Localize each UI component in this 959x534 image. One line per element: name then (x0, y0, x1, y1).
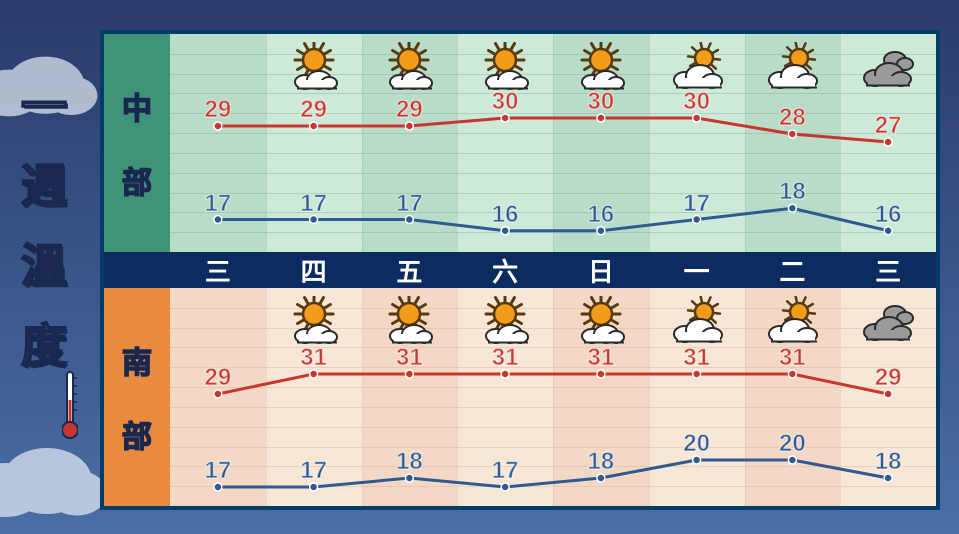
high-temp-value: 31 (300, 344, 327, 372)
day-label: 日 (553, 252, 649, 288)
low-temp-value: 18 (396, 448, 423, 476)
low-temp-value: 20 (683, 430, 710, 458)
day-label: 三 (170, 252, 266, 288)
region-label: 南部 (104, 288, 170, 506)
high-temp-value: 30 (683, 88, 710, 116)
sunny-icon (362, 292, 458, 350)
region-south: 南部 (104, 288, 936, 506)
day-label: 三 (840, 252, 936, 288)
day-label: 五 (362, 252, 458, 288)
low-temp-value: 20 (779, 430, 806, 458)
region-central: 中部 (104, 34, 936, 252)
thermometer-icon (62, 370, 78, 442)
high-temp-value: 29 (875, 364, 902, 392)
low-temp-value: 18 (588, 448, 615, 476)
low-temp-value: 18 (779, 178, 806, 206)
partly-icon (745, 292, 841, 350)
low-temp-value: 17 (396, 190, 423, 218)
high-temp-value: 29 (205, 364, 232, 392)
sunny-icon (266, 38, 362, 96)
empty-icon (170, 38, 266, 96)
sunny-icon (457, 292, 553, 350)
title-char-4: 度 (21, 310, 67, 376)
sunny-icon (266, 292, 362, 350)
partly-icon (745, 38, 841, 96)
low-temp-value: 17 (300, 190, 327, 218)
page-title: 一 週 溫 度 (18, 70, 70, 376)
high-temp-value: 30 (588, 88, 615, 116)
low-temp-value: 16 (588, 201, 615, 229)
low-temp-value: 18 (875, 448, 902, 476)
high-temp-value: 29 (205, 96, 232, 124)
high-temp-value: 31 (492, 344, 519, 372)
day-label: 一 (649, 252, 745, 288)
low-temp-value: 17 (205, 190, 232, 218)
low-temp-value: 16 (875, 201, 902, 229)
title-char-2: 週 (21, 150, 67, 216)
high-temp-value: 30 (492, 88, 519, 116)
days-row: 三四五六日一二三 (104, 252, 936, 288)
low-temp-value: 17 (683, 190, 710, 218)
high-temp-value: 31 (683, 344, 710, 372)
sunny-icon (362, 38, 458, 96)
partly-icon (649, 292, 745, 350)
high-temp-value: 29 (300, 96, 327, 124)
high-temp-value: 31 (588, 344, 615, 372)
day-label: 四 (266, 252, 362, 288)
weather-icons-row (170, 38, 936, 96)
low-temp-value: 17 (492, 457, 519, 485)
title-char-1: 一 (21, 70, 67, 136)
title-char-3: 溫 (21, 230, 67, 296)
temperature-lines (170, 346, 936, 506)
low-temp-value: 17 (300, 457, 327, 485)
low-temp-value: 16 (492, 201, 519, 229)
forecast-panel: 中部 (100, 30, 940, 510)
sunny-icon (553, 292, 649, 350)
high-temp-value: 27 (875, 112, 902, 140)
cloudy-icon (840, 292, 936, 350)
low-temp-value: 17 (205, 457, 232, 485)
day-label: 六 (457, 252, 553, 288)
weather-icons-row (170, 292, 936, 350)
temperature-lines (170, 92, 936, 252)
region-label: 中部 (104, 34, 170, 252)
high-line (218, 374, 888, 394)
day-label: 二 (745, 252, 841, 288)
high-temp-value: 31 (396, 344, 423, 372)
empty-icon (170, 292, 266, 350)
high-temp-value: 31 (779, 344, 806, 372)
high-temp-value: 28 (779, 104, 806, 132)
high-temp-value: 29 (396, 96, 423, 124)
cloudy-icon (840, 38, 936, 96)
